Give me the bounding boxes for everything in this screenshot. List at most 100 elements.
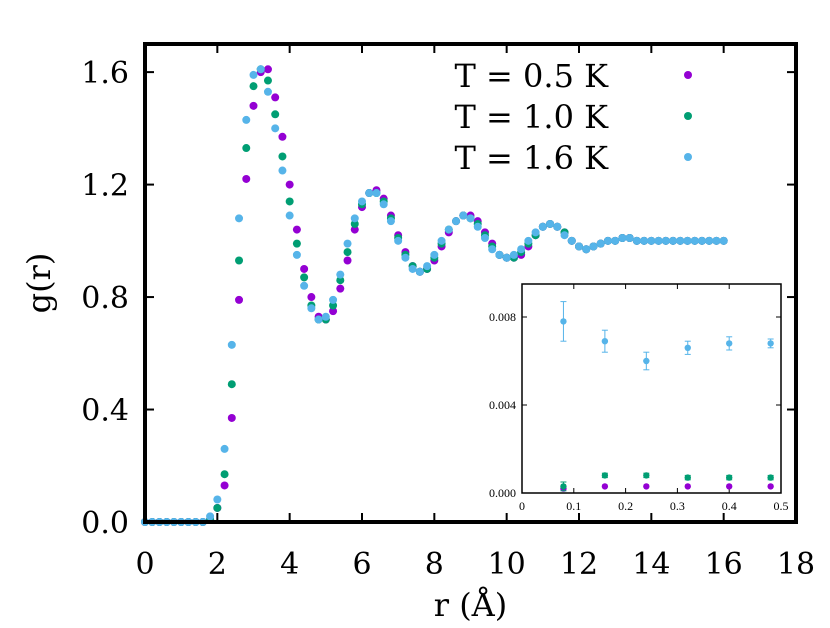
data-point-series-0 [307, 293, 316, 302]
data-point-series-2 [372, 189, 381, 198]
inset-data-point-series-2 [643, 357, 650, 365]
data-point-series-2 [452, 217, 461, 226]
inset-plot: 0 0.1 0.2 0.3 0.4 0.5 0.000 0.004 0.008 [489, 283, 789, 513]
y-tick-label: 1.6 [81, 56, 129, 91]
data-point-series-2 [386, 217, 395, 226]
data-point-series-1 [220, 470, 229, 479]
inset-data-point-series-1 [643, 472, 650, 479]
data-point-series-0 [220, 481, 229, 490]
data-point-series-2 [603, 236, 612, 245]
data-point-series-2 [560, 231, 569, 240]
data-point-series-2 [430, 250, 439, 259]
data-point-series-2 [220, 444, 229, 453]
y-tick-label: 0.4 [81, 394, 129, 429]
data-point-series-1 [271, 110, 280, 119]
data-point-series-2 [343, 239, 352, 248]
data-point-series-2 [314, 315, 323, 324]
x-tick-label: 10 [488, 547, 526, 582]
data-point-series-1 [285, 197, 294, 206]
inset-frame [521, 283, 782, 494]
data-point-series-2 [553, 222, 562, 231]
data-point-series-1 [350, 219, 359, 228]
data-point-series-2 [611, 236, 620, 245]
data-point-series-2 [676, 236, 685, 245]
data-point-series-2 [278, 166, 287, 175]
inset-x-tick-label: 0.4 [722, 499, 737, 513]
data-point-series-2 [524, 236, 533, 245]
data-point-series-0 [249, 101, 258, 110]
data-point-series-2 [379, 200, 388, 209]
x-axis-title: r (Å) [434, 586, 508, 624]
data-point-series-2 [307, 304, 316, 313]
legend-label: T = 1.0 K [455, 98, 610, 136]
data-point-series-2 [712, 236, 721, 245]
data-point-series-2 [488, 245, 497, 254]
data-point-series-2 [329, 295, 338, 304]
x-tick-label: 18 [777, 547, 815, 582]
data-point-series-2 [531, 228, 540, 237]
data-point-series-2 [596, 239, 605, 248]
y-tick-label: 0.8 [81, 281, 129, 316]
data-point-series-1 [263, 76, 272, 85]
data-point-series-2 [292, 250, 301, 259]
data-point-series-2 [227, 340, 236, 349]
x-tick-label: 6 [352, 547, 371, 582]
x-tick-label: 14 [632, 547, 670, 582]
data-point-series-2 [495, 250, 504, 259]
x-tick-label: 0 [135, 547, 154, 582]
data-point-series-2 [206, 512, 215, 521]
data-point-series-2 [401, 253, 410, 262]
data-point-series-2 [567, 236, 576, 245]
inset-y-tick-label: 0.000 [489, 486, 516, 500]
legend-marker [684, 71, 692, 79]
data-point-series-1 [242, 144, 251, 153]
data-point-series-2 [538, 222, 547, 231]
inset-data-point-series-1 [767, 474, 774, 481]
data-point-series-2 [249, 70, 258, 79]
data-point-series-2 [661, 236, 670, 245]
data-point-series-2 [394, 236, 403, 245]
plot-frame [143, 42, 798, 524]
legend-label: T = 1.6 K [455, 139, 610, 177]
inset-data-point-series-0 [643, 483, 650, 490]
data-point-series-1 [213, 503, 222, 512]
inset-x-tick-label: 0.1 [566, 499, 581, 513]
data-point-series-2 [263, 87, 272, 96]
data-point-series-2 [256, 65, 265, 74]
main-plot: 0 2 4 6 8 10 12 14 16 18 0.0 0.4 0.8 1.2 1.6 r (Å) g(r) T… [20, 42, 815, 624]
inset-data-point-series-0 [601, 483, 609, 490]
data-point-series-0 [285, 180, 294, 189]
data-point-series-0 [336, 284, 345, 293]
data-point-series-2 [697, 236, 706, 245]
data-point-series-0 [227, 413, 236, 422]
data-point-series-2 [517, 245, 526, 254]
data-point-series-2 [444, 225, 453, 234]
inset-x-tick-label: 0 [519, 499, 525, 513]
data-point-series-2 [589, 242, 598, 251]
x-tick-label: 16 [705, 547, 743, 582]
inset-data-point-series-2 [767, 340, 774, 347]
x-tick-label: 8 [425, 547, 444, 582]
data-point-series-2 [213, 495, 222, 504]
data-point-series-2 [321, 312, 330, 321]
y-tick-label: 1.2 [81, 169, 129, 204]
inset-data-point-series-1 [601, 472, 609, 479]
inset-x-tick-label: 0.3 [670, 499, 685, 513]
data-point-series-2 [582, 245, 591, 254]
inset-x-tick-label: 0.2 [618, 499, 633, 513]
data-point-series-1 [227, 380, 236, 389]
data-point-series-2 [300, 281, 309, 290]
data-point-series-2 [437, 236, 446, 245]
data-point-series-1 [300, 273, 309, 282]
data-point-series-0 [271, 93, 280, 102]
inset-data-point-series-0 [726, 483, 733, 490]
data-point-series-2 [640, 236, 649, 245]
data-point-series-2 [480, 234, 489, 243]
inset-y-tick-label: 0.008 [489, 310, 516, 324]
inset-data-point-series-1 [684, 474, 691, 481]
data-point-series-2 [575, 242, 583, 251]
data-point-series-1 [336, 276, 345, 285]
data-point-series-2 [705, 236, 714, 245]
data-point-series-0 [278, 132, 287, 141]
